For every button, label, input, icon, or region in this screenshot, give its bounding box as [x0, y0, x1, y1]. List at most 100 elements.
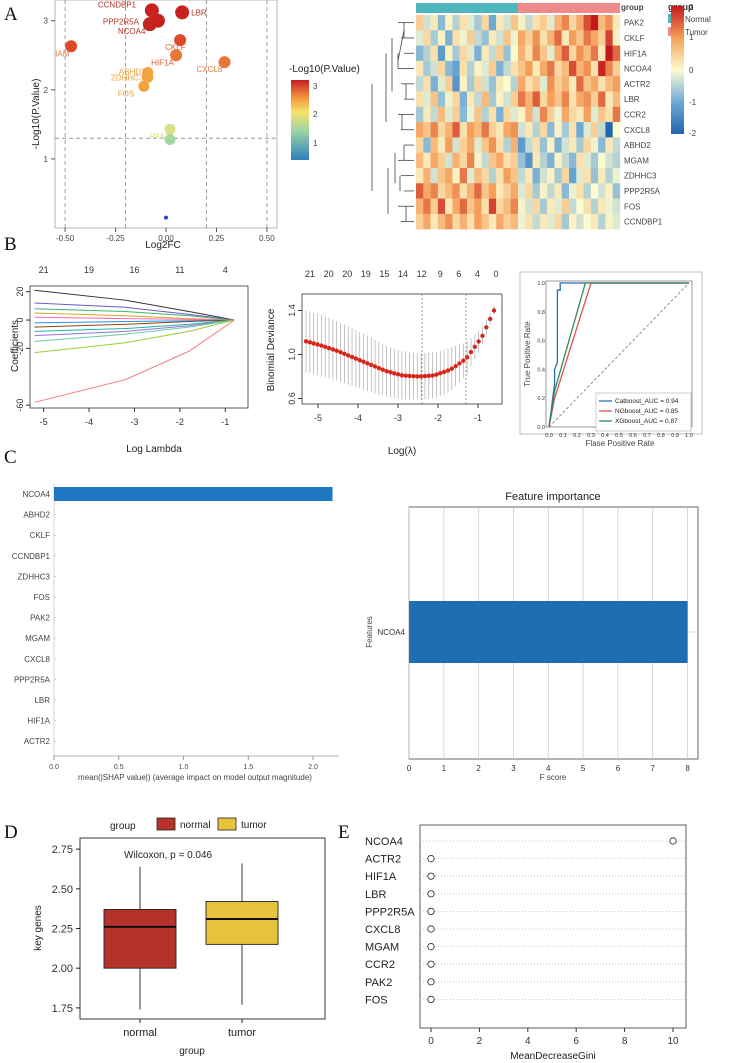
lasso-ytick-label: -20 — [15, 342, 25, 355]
panel-letter-b: B — [4, 234, 17, 255]
heatmap-cell — [532, 213, 541, 230]
heatmap-cell — [547, 76, 555, 92]
heatmap-cell — [605, 183, 613, 199]
heatmap-cell — [416, 15, 424, 31]
heatmap-cell — [481, 30, 490, 46]
heatmap-cell — [590, 30, 599, 46]
feature-importance-xtick-label: 7 — [651, 764, 656, 773]
heatmap-cell — [547, 30, 555, 46]
heatmap-cell — [605, 137, 613, 153]
heatmap-cell — [532, 76, 541, 92]
lasso-coef-line — [34, 308, 235, 321]
heatmap-cell — [474, 30, 482, 46]
heatmap-cell — [576, 183, 584, 199]
boxplot-legend-normal: normal — [180, 820, 211, 831]
feature-importance-category-label: NCOA4 — [377, 628, 405, 637]
heatmap-cell — [488, 198, 497, 215]
lasso-cv-point — [472, 344, 478, 349]
heatmap-cell — [510, 76, 519, 92]
lasso-cv-top-tick-label: 0 — [493, 269, 498, 279]
heatmap-cell — [423, 76, 431, 92]
heatmap-cell — [452, 45, 460, 62]
heatmap-cell — [612, 137, 621, 153]
heatmap-row-label: LBR — [624, 95, 640, 104]
boxplot-xtick-label: tumor — [228, 1027, 256, 1039]
lasso-cv-point — [468, 349, 474, 355]
volcano-colorbar — [291, 80, 309, 160]
boxplot-legend-swatch-normal — [156, 817, 176, 831]
heatmap-cell — [590, 168, 599, 184]
gini-category-label: FOS — [365, 994, 388, 1006]
heatmap-cell — [481, 168, 490, 184]
heatmap-cell — [598, 15, 606, 31]
heatmap-cell — [423, 213, 431, 230]
lasso-coef-line — [34, 319, 235, 328]
boxplot-ytick-label: 1.75 — [52, 1003, 73, 1015]
roc-xtick-label: 0.8 — [657, 433, 665, 439]
shap-category-label: PAK2 — [30, 614, 50, 623]
lasso-cv-point — [399, 373, 405, 378]
heatmap-cell — [576, 152, 584, 169]
volcano-point-label: HIF1A — [151, 58, 174, 67]
heatmap-cell — [430, 183, 439, 199]
volcano-point — [144, 3, 159, 18]
roc-xtick-label: 0.5 — [615, 433, 623, 439]
heatmap-cell — [569, 122, 577, 138]
lasso-ytick-label: -60 — [15, 399, 25, 412]
feature-importance-xtick-label: 2 — [476, 764, 481, 773]
feature-importance-xtick-label: 5 — [581, 764, 586, 773]
roc-ytick-label: 0.2 — [537, 396, 545, 402]
heatmap-cell — [598, 122, 606, 138]
heatmap-cell — [459, 213, 468, 230]
heatmap-cell — [576, 168, 584, 184]
heatmap-cell — [416, 45, 424, 62]
heatmap-cell — [525, 168, 533, 184]
heatmap-cell — [488, 45, 497, 62]
volcano-point — [164, 134, 176, 146]
lasso-xtick-label: -2 — [176, 417, 184, 427]
heatmap-cell — [445, 106, 453, 123]
heatmap-cell — [416, 168, 424, 184]
volcano-point — [218, 56, 231, 69]
heatmap-cell — [547, 183, 555, 199]
heatmap-cell — [445, 198, 453, 215]
heatmap-cell — [598, 137, 606, 153]
gini-xtick-label: 8 — [622, 1036, 628, 1047]
shap-category-label: ZDHHC3 — [18, 572, 51, 581]
heatmap-cell — [525, 213, 533, 230]
heatmap-cell — [437, 91, 446, 107]
roc-panel: 0.0 0.1 0.2 0.3 0.4 0.5 0.6 0.7 0.8 0.9 1.0 0.0 0.2 0… — [519, 271, 703, 448]
roc-legend-label: XGboost_AUC = 0.87 — [615, 418, 678, 425]
heatmap-cell — [612, 213, 621, 230]
heatmap-cell — [452, 15, 460, 31]
heatmap-cell — [569, 76, 577, 92]
shap-ticks: 0.0 0.5 1.0 1.5 2.0 — [49, 755, 339, 771]
heatmap-cell — [496, 168, 504, 184]
feature-importance-xtick-label: 4 — [546, 764, 551, 773]
heatmap-cell — [525, 198, 533, 215]
lasso-cv-point — [376, 365, 382, 371]
heatmap-cell — [518, 122, 526, 138]
heatmap-cell — [423, 183, 431, 199]
heatmap-cell — [554, 137, 562, 153]
heatmap-cell — [590, 15, 599, 31]
heatmap-cell — [605, 168, 613, 184]
heatmap-cell — [452, 30, 460, 46]
heatmap-row-label: PAK2 — [624, 19, 644, 28]
heatmap-cell — [481, 198, 490, 215]
heatmap-cell — [590, 60, 599, 77]
shap-xtick-label: 0.5 — [114, 764, 124, 771]
heatmap-cell — [539, 198, 548, 215]
gini-point — [669, 837, 677, 845]
heatmap-cell — [590, 91, 599, 107]
heatmap-cell — [459, 106, 468, 123]
heatmap-cell — [583, 76, 592, 92]
roc-ticks: 0.0 0.1 0.2 0.3 0.4 0.5 0.6 0.7 0.8 0.9 1.0 0.0 0.2 0… — [537, 281, 692, 439]
heatmap-cell — [481, 91, 490, 107]
lasso-cv-points — [303, 294, 497, 404]
feature-importance-xlabel: F score — [540, 773, 567, 782]
gini-category-label: ACTR2 — [365, 854, 401, 866]
lasso-cv-top-tick-label: 14 — [398, 269, 408, 279]
